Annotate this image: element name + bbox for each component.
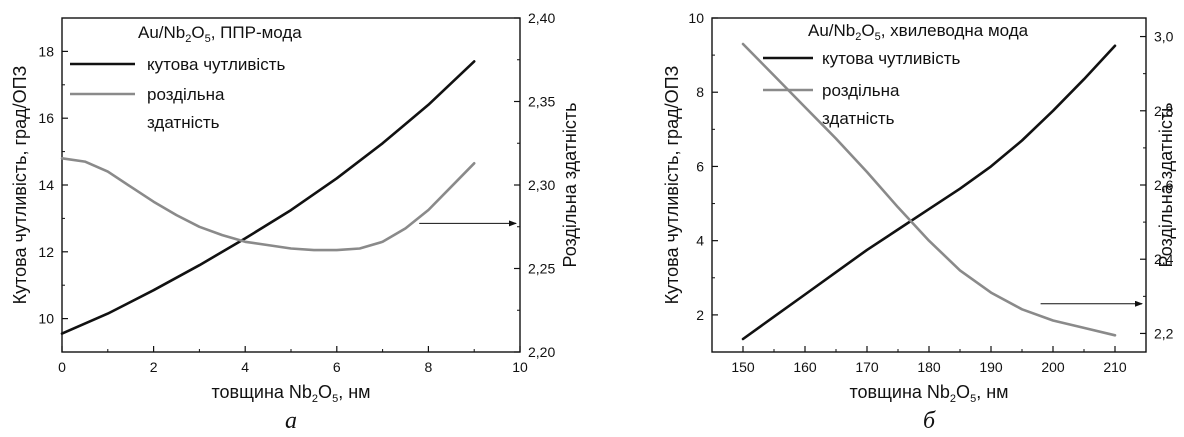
y-left-tick-label: 16 <box>38 110 54 126</box>
y-right-tick-label: 2,8 <box>1154 103 1174 119</box>
x-tick-label: 4 <box>241 359 249 375</box>
x-axis-label-base: Nb <box>927 382 950 402</box>
x-tick-label: 8 <box>425 359 433 375</box>
x-tick-label: 180 <box>917 359 941 375</box>
x-tick-label: 200 <box>1041 359 1065 375</box>
x-axis-label-sub1: 2 <box>312 393 318 405</box>
x-axis-label-o: O <box>956 382 970 402</box>
legend-header-base: Au/Nb <box>808 21 855 40</box>
chart-panel-1: 0 2 4 6 8 10 10 12 14 16 18 2,20 2,25 2,30 2,35 2,40 Au/… <box>10 10 580 434</box>
legend-label-resolution-line2: здатність <box>822 109 895 128</box>
y-left-tick-label: 4 <box>696 233 704 249</box>
y-left-tick-label: 18 <box>38 43 54 59</box>
y-right-tick-label: 2,6 <box>1154 177 1174 193</box>
legend-label-resolution-line1: роздільна <box>147 85 225 104</box>
series-line-resolution <box>741 42 1117 337</box>
x-axis-label-suffix: , нм <box>338 382 370 402</box>
y-right-tick-label: 2,35 <box>528 94 555 110</box>
x-axis-label-base: Nb <box>289 382 312 402</box>
x-axis-label-sub2: 5 <box>970 393 976 405</box>
legend-header-sub2: 5 <box>875 31 881 43</box>
legend-header-sub1: 2 <box>185 33 191 45</box>
x-axis-label-sub2: 5 <box>332 393 338 405</box>
x-axis-label-prefix: товщина <box>211 382 288 402</box>
legend-header-suffix: , хвилеводна мода <box>881 21 1029 40</box>
series-line-sensitivity <box>60 60 476 335</box>
y-left-tick-label: 8 <box>696 84 704 100</box>
y-right-tick-label: 2,40 <box>528 10 555 26</box>
x-axis-label: товщина Nb2O5, нм <box>211 382 370 405</box>
y-right-tick-label: 3,0 <box>1154 29 1174 45</box>
legend-header: Au/Nb2O5, хвилеводна мода <box>808 21 1029 43</box>
y-right-axis-label: Роздільна здатність <box>560 103 580 268</box>
legend-label-sensitivity: кутова чутливість <box>147 55 285 74</box>
y-right-tick-label: 2,25 <box>528 261 555 277</box>
series-line-resolution <box>60 157 476 252</box>
x-tick-label: 170 <box>855 359 879 375</box>
legend-header-sub2: 5 <box>205 33 211 45</box>
x-tick-label: 210 <box>1103 359 1127 375</box>
y-left-tick-label: 2 <box>696 307 704 323</box>
x-axis-label-prefix: товщина <box>849 382 926 402</box>
y-left-tick-label: 10 <box>38 311 54 327</box>
x-tick-label: 160 <box>793 359 817 375</box>
legend-header-o: O <box>191 23 204 42</box>
y-left-tick-label: 10 <box>688 10 704 26</box>
y-right-axis-label: Роздільна здатність <box>1156 103 1176 268</box>
x-axis-label-o: O <box>318 382 332 402</box>
x-axis-label-suffix: , нм <box>976 382 1008 402</box>
y-right-tick-label: 2,30 <box>528 177 555 193</box>
legend-label-resolution: роздільна здатність <box>822 81 900 128</box>
chart-panel-2: 150 160 170 180 190 200 210 2 4 6 8 10 2,2 2,4 2,6 2,8 3… <box>662 10 1176 434</box>
x-tick-label: 150 <box>731 359 755 375</box>
panel-label: а <box>285 408 297 434</box>
legend-label-resolution: роздільна здатність <box>147 85 225 132</box>
legend-header-sub1: 2 <box>855 31 861 43</box>
x-tick-label: 190 <box>979 359 1003 375</box>
x-tick-label: 0 <box>58 359 66 375</box>
legend-header-o: O <box>861 21 874 40</box>
panel-label: б <box>923 408 936 434</box>
x-axis-label: товщина Nb2O5, нм <box>849 382 1008 405</box>
y-left-axis-label: Кутова чутливість, град/ОПЗ <box>10 66 30 305</box>
x-tick-label: 6 <box>333 359 341 375</box>
y-left-axis-label: Кутова чутливість, град/ОПЗ <box>662 66 682 305</box>
legend-label-sensitivity: кутова чутливість <box>822 49 960 68</box>
y-right-tick-label: 2,20 <box>528 344 555 360</box>
legend-header-base: Au/Nb <box>138 23 185 42</box>
y-left-tick-label: 14 <box>38 177 54 193</box>
y-right-tick-label: 2,2 <box>1154 325 1174 341</box>
x-axis-label-sub1: 2 <box>950 393 956 405</box>
y-right-tick-label: 2,4 <box>1154 251 1174 267</box>
plot-frame <box>711 17 1147 353</box>
x-tick-label: 10 <box>512 359 528 375</box>
legend-header-suffix: , ППР-мода <box>211 23 303 42</box>
legend-header: Au/Nb2O5, ППР-мода <box>138 23 302 45</box>
legend-label-resolution-line1: роздільна <box>822 81 900 100</box>
y-left-tick-label: 6 <box>696 158 704 174</box>
series-line-sensitivity <box>741 44 1117 341</box>
legend-label-resolution-line2: здатність <box>147 113 220 132</box>
x-tick-label: 2 <box>150 359 158 375</box>
y-left-tick-label: 12 <box>38 244 54 260</box>
